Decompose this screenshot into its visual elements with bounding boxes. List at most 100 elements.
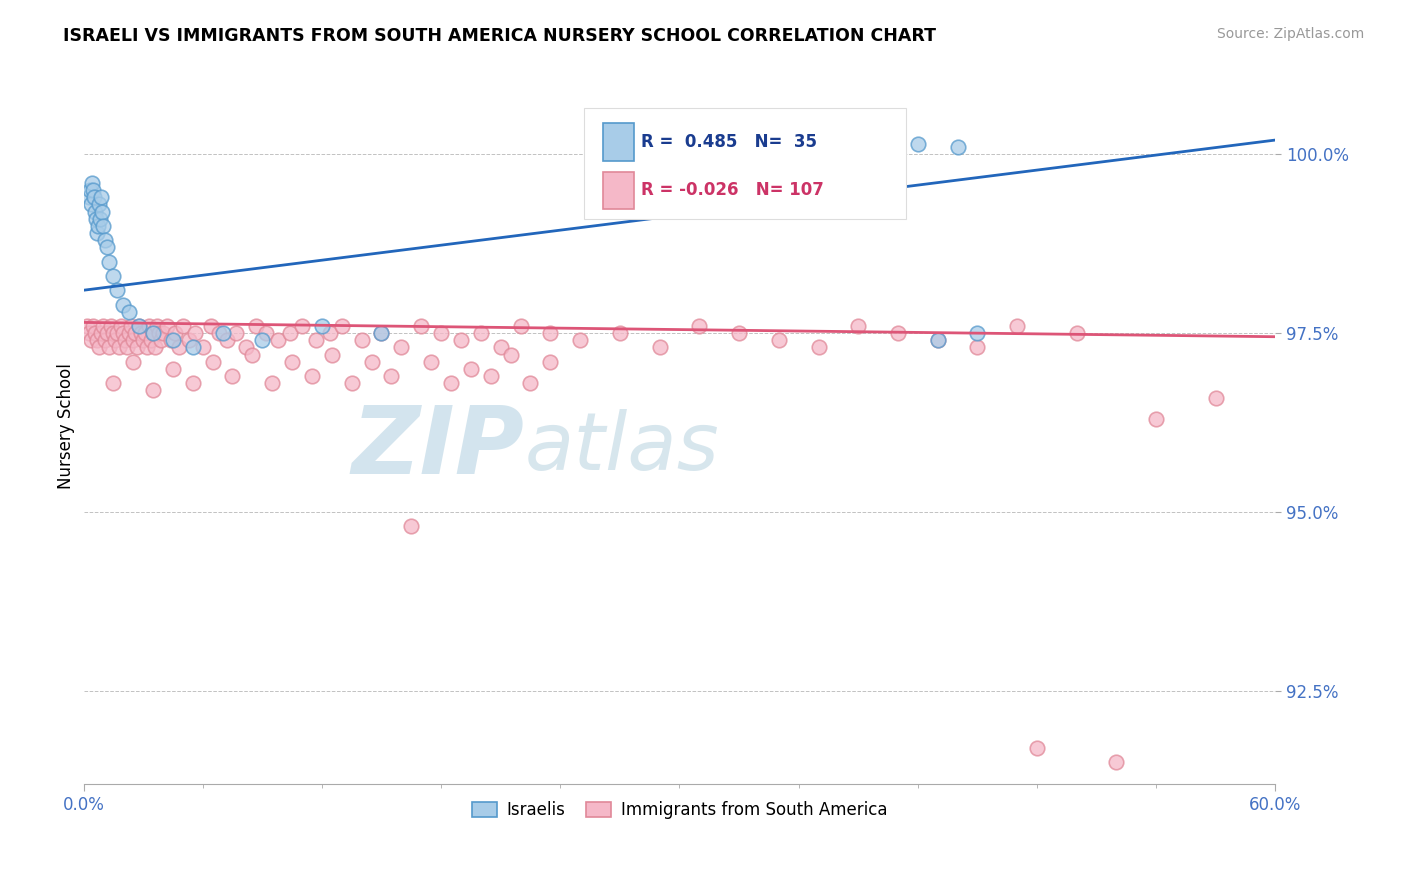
Point	[609, 326, 631, 340]
Point	[138, 318, 160, 333]
Point	[648, 341, 671, 355]
Point	[86, 226, 108, 240]
Point	[94, 233, 117, 247]
Point	[128, 318, 150, 333]
Y-axis label: Nursery School: Nursery School	[58, 363, 75, 489]
Point	[401, 519, 423, 533]
Point	[103, 268, 125, 283]
Point	[479, 369, 502, 384]
Point	[105, 283, 128, 297]
Point	[181, 341, 204, 355]
Point	[114, 334, 136, 348]
Point	[80, 334, 103, 348]
Point	[370, 326, 392, 340]
Point	[156, 318, 179, 333]
Point	[167, 341, 190, 355]
Point	[411, 318, 433, 333]
Point	[946, 140, 969, 154]
Point	[440, 376, 463, 391]
Point	[538, 355, 561, 369]
Point	[846, 318, 869, 333]
Point	[430, 326, 453, 340]
Point	[1066, 326, 1088, 340]
Point	[420, 355, 443, 369]
Point	[142, 326, 165, 340]
Point	[370, 326, 392, 340]
Point	[201, 355, 224, 369]
Point	[728, 326, 751, 340]
Point	[340, 376, 363, 391]
Point	[91, 204, 114, 219]
Point	[281, 355, 304, 369]
Point	[76, 318, 98, 333]
Point	[688, 318, 710, 333]
Point	[245, 318, 267, 333]
Point	[93, 318, 115, 333]
Point	[89, 341, 111, 355]
Point	[225, 326, 247, 340]
Point	[149, 334, 172, 348]
Point	[927, 334, 949, 348]
Point	[267, 334, 290, 348]
Point	[87, 219, 110, 233]
Point	[321, 348, 343, 362]
Point	[79, 326, 101, 340]
Point	[100, 318, 122, 333]
Point	[291, 318, 314, 333]
Point	[112, 326, 135, 340]
Point	[211, 326, 233, 340]
Point	[1105, 756, 1128, 770]
Point	[330, 318, 353, 333]
Point	[122, 355, 145, 369]
FancyBboxPatch shape	[583, 108, 905, 219]
Point	[124, 326, 146, 340]
Point	[128, 318, 150, 333]
Point	[115, 341, 138, 355]
Point	[278, 326, 301, 340]
Point	[139, 334, 162, 348]
Point	[177, 334, 200, 348]
Point	[142, 384, 165, 398]
Point	[927, 334, 949, 348]
Point	[319, 326, 342, 340]
Point	[305, 334, 328, 348]
Point	[460, 362, 482, 376]
Point	[1144, 412, 1167, 426]
Text: ISRAELI VS IMMIGRANTS FROM SOUTH AMERICA NURSERY SCHOOL CORRELATION CHART: ISRAELI VS IMMIGRANTS FROM SOUTH AMERICA…	[63, 27, 936, 45]
Point	[82, 183, 104, 197]
Point	[907, 136, 929, 151]
Point	[172, 318, 194, 333]
Point	[127, 341, 149, 355]
Point	[136, 341, 159, 355]
FancyBboxPatch shape	[603, 172, 634, 209]
Point	[235, 341, 257, 355]
Point	[184, 326, 207, 340]
Point	[827, 140, 849, 154]
Point	[768, 334, 790, 348]
Point	[83, 190, 105, 204]
Point	[162, 362, 184, 376]
Point	[80, 197, 103, 211]
Point	[84, 326, 107, 340]
Point	[148, 326, 170, 340]
Point	[129, 326, 152, 340]
Point	[1005, 318, 1028, 333]
Point	[146, 318, 169, 333]
Point	[240, 348, 263, 362]
Point	[143, 341, 166, 355]
Point	[450, 334, 472, 348]
Point	[134, 326, 156, 340]
Point	[221, 369, 243, 384]
FancyBboxPatch shape	[603, 123, 634, 161]
Text: ZIP: ZIP	[352, 401, 524, 493]
Point	[163, 326, 186, 340]
Legend: Israelis, Immigrants from South America: Israelis, Immigrants from South America	[465, 794, 894, 825]
Point	[152, 326, 174, 340]
Point	[86, 211, 108, 226]
Point	[96, 240, 118, 254]
Point	[470, 326, 492, 340]
Point	[215, 334, 238, 348]
Point	[301, 369, 323, 384]
Point	[509, 318, 531, 333]
Point	[90, 326, 112, 340]
